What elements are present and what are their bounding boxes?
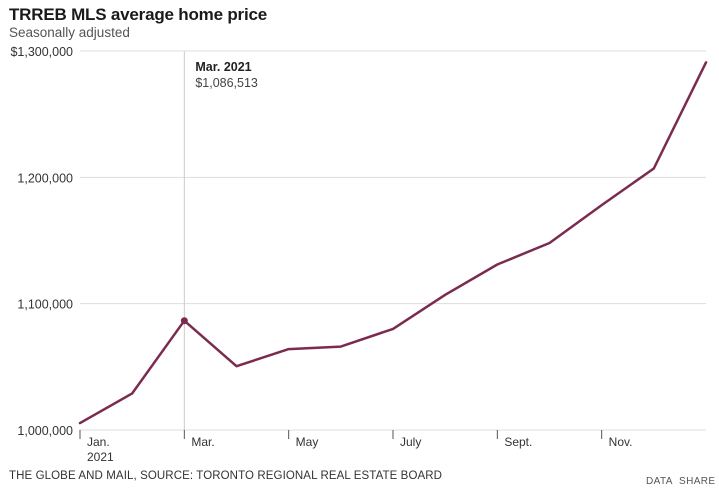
y-tick-label: $1,300,000: [10, 45, 73, 59]
line-chart: 1,000,000 1,100,000 1,200,000 $1,300,000 Jan…: [10, 45, 708, 464]
annotation-value: $1,086,513: [195, 76, 258, 90]
x-tick-label: May: [296, 435, 319, 449]
x-tick-sublabel: 2021: [87, 450, 114, 464]
y-tick-label: 1,200,000: [17, 171, 73, 185]
x-tick-label: Sept.: [504, 435, 532, 449]
series-line: [78, 61, 708, 425]
annotation-label: Mar. 2021: [195, 60, 251, 74]
chart-title: TRREB MLS average home price: [9, 5, 267, 24]
y-tick-label: 1,000,000: [17, 424, 73, 438]
share-link[interactable]: SHARE: [679, 476, 716, 487]
highlighted-point: [180, 317, 188, 325]
x-tick-label: Nov.: [609, 435, 633, 449]
data-link[interactable]: DATA: [646, 476, 673, 487]
x-tick-label: Mar.: [191, 435, 214, 449]
y-tick-label: 1,100,000: [17, 298, 73, 312]
source-credit: THE GLOBE AND MAIL, SOURCE: TORONTO REGI…: [9, 470, 443, 482]
x-tick-label: Jan.: [87, 435, 110, 449]
chart-subtitle: Seasonally adjusted: [9, 25, 130, 40]
x-tick-label: July: [400, 435, 421, 449]
